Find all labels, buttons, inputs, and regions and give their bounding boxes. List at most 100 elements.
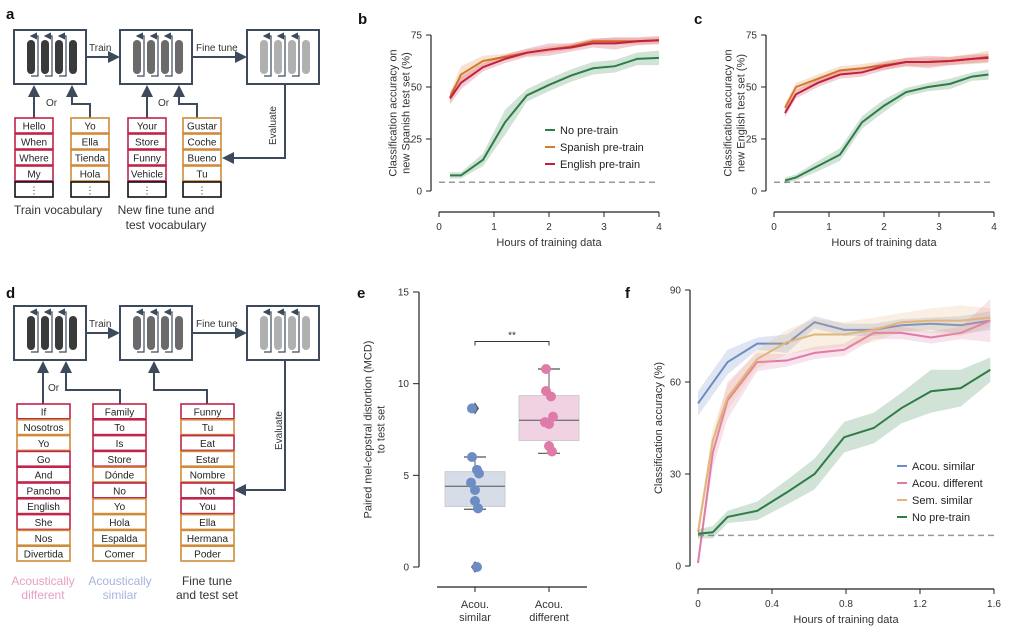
panel-letter-a: a <box>6 6 15 23</box>
series-line-no-pre-train <box>450 56 660 177</box>
vocab-cell <box>127 181 167 198</box>
vocab-cell <box>127 133 167 150</box>
vocab-word: Poder <box>194 550 221 561</box>
vocab-word: Tienda <box>75 154 106 165</box>
data-point <box>473 503 483 514</box>
confidence-band-sem-similar <box>698 305 991 542</box>
vocab-cell <box>92 545 147 562</box>
vocab-cell <box>180 418 235 436</box>
vocab-cell <box>16 497 71 515</box>
layer-pill <box>302 316 310 350</box>
vocab-cell <box>92 434 147 452</box>
vocab-word: Tu <box>202 423 213 434</box>
recurrent-loop <box>57 308 67 353</box>
x-tick-label: 0 <box>436 222 442 233</box>
y-tick-label: 10 <box>398 379 410 390</box>
panel-c-chart: c 0 25 50 75 0 1 2 3 4 Hours of training data Class… <box>694 11 997 249</box>
vocab-cell <box>182 181 222 198</box>
recurrent-loop <box>262 308 272 353</box>
vocab-cell <box>182 149 222 166</box>
x-tick-label: 4 <box>991 222 997 233</box>
vocab-cell <box>182 133 222 150</box>
layer-pill <box>69 40 77 74</box>
vocab-cell <box>70 181 110 198</box>
vocab-cell <box>16 529 71 547</box>
vocab-cell <box>16 434 71 452</box>
panel-d-diagram: d Train Fine tune Or Evaluate If Nosotros Yo Go A… <box>6 285 320 602</box>
layer-pill <box>27 316 35 350</box>
confidence-band-acou-different <box>698 299 991 566</box>
vocab-cell <box>16 466 71 483</box>
evaluate-label: Evaluate <box>274 411 285 450</box>
final-model-box <box>246 29 320 85</box>
layer-pill <box>274 40 282 74</box>
x-tick-label: 3 <box>601 222 607 233</box>
layer-pill <box>55 40 63 74</box>
layer-pill <box>175 40 183 74</box>
vocab-word: ⋮ <box>197 186 207 197</box>
vocab-cell <box>92 466 147 483</box>
recurrent-loop <box>290 308 300 353</box>
or-label-1: Or <box>46 98 58 109</box>
confidence-band-spanish-pre-train <box>450 37 659 103</box>
pretrained-model-box <box>13 29 87 85</box>
x-axis-label: Hours of training data <box>496 237 602 249</box>
input-arrow-3 <box>148 361 208 404</box>
vocab-word: Funny <box>194 407 222 418</box>
vocab-word: English <box>27 502 60 513</box>
vocab-cell <box>92 450 147 467</box>
vocab-word: My <box>27 170 40 181</box>
y-axis-label: new English test set (%) <box>736 54 748 172</box>
vocab-word: Estar <box>196 455 220 466</box>
caption-acoustically-different-2: different <box>21 588 65 602</box>
legend-label: Acou. similar <box>912 461 975 473</box>
vocab-word: Dónde <box>105 471 135 482</box>
vocab-word: Your <box>137 122 158 133</box>
series-line-acou-different <box>697 319 991 564</box>
caption-train-vocab: Train vocabulary <box>14 203 102 217</box>
vocab-column: Your Store Funny Vehicle ⋮ <box>127 117 167 198</box>
vocab-column: If Nosotros Yo Go And Pancho English She Nos Dive… <box>16 403 71 562</box>
layer-pill <box>147 316 155 350</box>
data-point <box>544 419 554 429</box>
layer-pill <box>27 40 35 74</box>
panel-letter-d: d <box>6 285 15 302</box>
panel-e-chart: e 0 5 10 15 Paired mel-cepstral distortion (M… <box>357 285 587 624</box>
input-arrow-2 <box>66 85 91 118</box>
vocab-cell <box>14 117 54 134</box>
vocab-word: Yo <box>114 502 126 513</box>
train-label: Train <box>89 319 111 330</box>
vocab-column: Gustar Coche Bueno Tu ⋮ <box>182 117 222 198</box>
vocab-word: Pancho <box>27 486 61 497</box>
y-tick-label: 0 <box>675 562 681 573</box>
vocab-word: When <box>21 138 47 149</box>
vocab-word: Ella <box>199 518 216 529</box>
recurrent-loop <box>149 32 159 77</box>
panel-letter-b: b <box>358 11 367 28</box>
vocab-cell <box>180 403 235 420</box>
x-tick-label: 0.4 <box>765 599 779 610</box>
vocab-cell <box>180 450 235 467</box>
vocab-word: If <box>41 407 47 418</box>
y-tick-label: 90 <box>670 286 682 297</box>
vocab-cell <box>16 418 71 436</box>
x-axis-label: Hours of training data <box>831 237 937 249</box>
legend-label: Acou. different <box>912 478 983 490</box>
vocab-cell <box>180 466 235 483</box>
layer-pill <box>133 40 141 74</box>
vocab-word: She <box>35 518 53 529</box>
confidence-band-no-pre-train <box>450 50 659 179</box>
series-line-sem-similar <box>697 316 991 533</box>
y-axis-label: Paired mel-cepstral distortion (MCD) <box>363 341 375 519</box>
vocab-cell <box>70 133 110 150</box>
recurrent-loop <box>163 32 173 77</box>
vocab-word: Divertida <box>24 550 64 561</box>
x-tick-label: 2 <box>881 222 887 233</box>
or-label-2: Or <box>158 98 170 109</box>
train-label: Train <box>89 43 111 54</box>
finetune-model-box <box>119 305 193 361</box>
series-line-no-pre-train <box>697 368 991 535</box>
vocab-word: And <box>35 471 53 482</box>
data-point <box>467 403 477 414</box>
